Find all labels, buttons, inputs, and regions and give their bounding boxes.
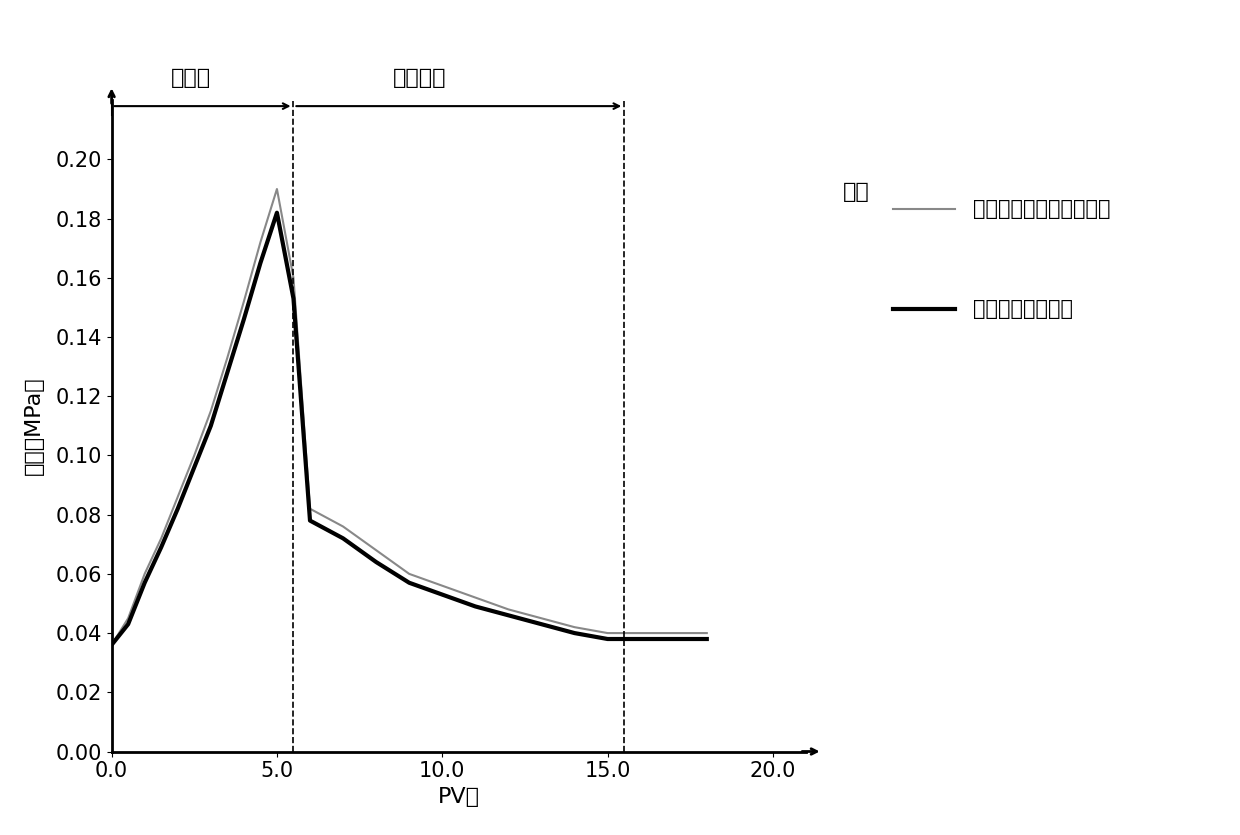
Y-axis label: 压力（MPa）: 压力（MPa） <box>25 377 45 475</box>
X-axis label: PV数: PV数 <box>438 787 480 807</box>
Text: 注：: 注： <box>843 182 870 202</box>
Text: 化学驱: 化学驱 <box>171 68 211 89</box>
Text: 后续水驱: 后续水驱 <box>393 68 446 89</box>
Text: 表示：弱碗三元复合体系: 表示：弱碗三元复合体系 <box>973 199 1111 219</box>
Text: 表示：聚合物溶渲: 表示：聚合物溶渲 <box>973 299 1074 319</box>
